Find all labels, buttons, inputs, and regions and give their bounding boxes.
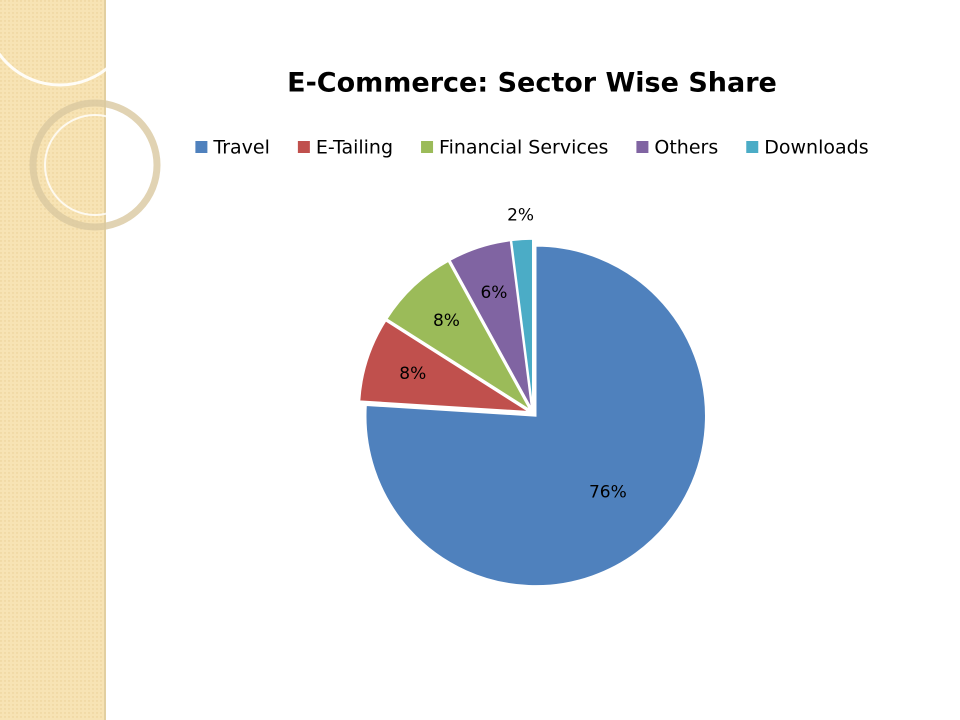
legend-swatch bbox=[636, 141, 649, 153]
side-decoration bbox=[0, 0, 161, 720]
pie-slice bbox=[448, 239, 533, 410]
pie-slice bbox=[510, 238, 534, 410]
pie-slice bbox=[364, 245, 707, 587]
legend-label: E-Tailing bbox=[316, 137, 393, 159]
legend-label: Downloads bbox=[764, 137, 868, 159]
data-label: 6% bbox=[480, 283, 507, 303]
pie: 76% 8% 8% 6% 2% bbox=[358, 205, 707, 587]
pie-slice bbox=[358, 319, 530, 413]
legend: Travel E-Tailing Financial Services Others D… bbox=[195, 137, 869, 159]
legend-swatch bbox=[297, 141, 310, 153]
legend-item: E-Tailing bbox=[297, 137, 393, 159]
data-label: 76% bbox=[589, 483, 627, 503]
legend-label: Travel bbox=[212, 137, 269, 159]
data-label: 2% bbox=[507, 205, 534, 225]
legend-item: Travel bbox=[195, 137, 270, 159]
pie-slice bbox=[385, 260, 531, 411]
legend-swatch bbox=[421, 141, 434, 153]
legend-label: Financial Services bbox=[439, 137, 608, 159]
data-label: 8% bbox=[399, 364, 426, 384]
chart-title: E-Commerce: Sector Wise Share bbox=[287, 68, 777, 99]
legend-swatch bbox=[195, 141, 208, 153]
legend-label: Others bbox=[654, 137, 718, 159]
legend-item: Others bbox=[636, 137, 718, 159]
legend-item: Downloads bbox=[746, 137, 869, 159]
legend-swatch bbox=[746, 141, 759, 153]
data-label: 8% bbox=[433, 311, 460, 331]
legend-item: Financial Services bbox=[421, 137, 608, 159]
